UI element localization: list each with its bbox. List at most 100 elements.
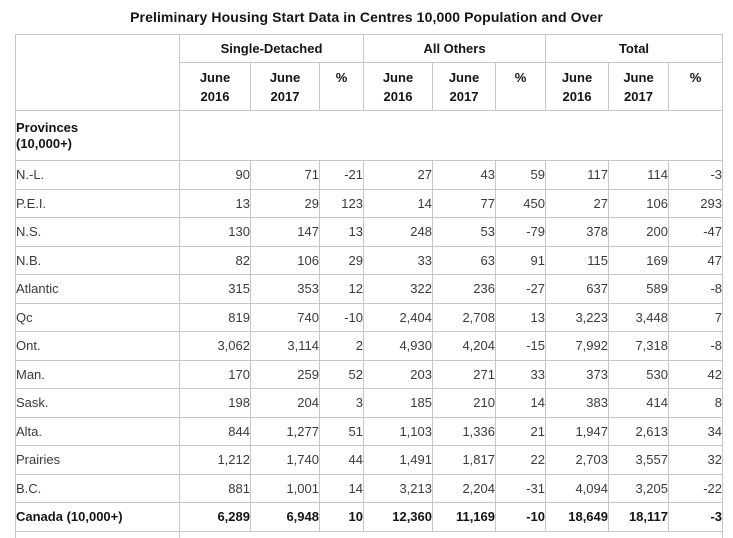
data-cell: -15 [495, 331, 546, 361]
data-cell: -8 [668, 331, 723, 361]
data-cell: 33 [363, 245, 433, 275]
column-group-header: Single-Detached [179, 34, 364, 63]
data-cell: 91 [495, 245, 546, 275]
data-cell: 1,277 [250, 416, 320, 446]
data-cell: 22 [495, 445, 546, 475]
data-cell: 3,557 [608, 445, 669, 475]
data-cell: 844 [179, 416, 251, 446]
data-cell: 589 [608, 274, 669, 304]
data-cell: -21 [319, 160, 364, 190]
data-cell: 21 [495, 416, 546, 446]
data-cell: 7 [668, 302, 723, 332]
totals-cell: -3 [668, 502, 723, 532]
data-cell: 740 [250, 302, 320, 332]
table-row: B.C. 881 1,001 14 3,213 2,204 -31 4,094 3,205 -22 [15, 473, 723, 503]
data-cell: 450 [495, 188, 546, 218]
table-row: Prairies 1,212 1,740 44 1,491 1,817 22 2,703 3,5… [15, 445, 723, 475]
data-cell: 378 [545, 217, 609, 247]
data-cell: 52 [319, 359, 364, 389]
table-row: N.B. 82 106 29 33 63 91 115 169 47 [15, 245, 723, 275]
data-cell: 1,491 [363, 445, 433, 475]
column-subheader: % [495, 62, 546, 111]
data-cell: 42 [668, 359, 723, 389]
cutoff-row [15, 530, 723, 538]
data-cell: 383 [545, 388, 609, 418]
row-label: N.S. [15, 217, 180, 247]
section-row-spacer [179, 110, 723, 161]
data-cell: 13 [319, 217, 364, 247]
data-cell: 8 [668, 388, 723, 418]
data-cell: 169 [608, 245, 669, 275]
column-subheader: June 2017 [608, 62, 669, 111]
data-cell: 2 [319, 331, 364, 361]
data-cell: 3 [319, 388, 364, 418]
data-cell: 106 [608, 188, 669, 218]
data-cell: 2,404 [363, 302, 433, 332]
data-cell: 819 [179, 302, 251, 332]
table-row: Sask. 198 204 3 185 210 14 383 414 8 [15, 388, 723, 418]
data-cell: 115 [545, 245, 609, 275]
data-cell: 7,992 [545, 331, 609, 361]
data-cell: 114 [608, 160, 669, 190]
data-cell: 1,001 [250, 473, 320, 503]
data-cell: 530 [608, 359, 669, 389]
table-row: Man. 170 259 52 203 271 33 373 530 42 [15, 359, 723, 389]
totals-cell: -10 [495, 502, 546, 532]
data-cell: 414 [608, 388, 669, 418]
table-body: Provinces (10,000+) N.-L. 90 71 -21 27 43 59 117… [15, 110, 723, 538]
data-cell: 106 [250, 245, 320, 275]
row-label: Qc [15, 302, 180, 332]
data-cell: 4,204 [432, 331, 496, 361]
totals-cell: 6,948 [250, 502, 320, 532]
table-row: P.E.I. 13 29 123 14 77 450 27 106 293 [15, 188, 723, 218]
data-cell: 1,947 [545, 416, 609, 446]
cutoff-row-label [15, 530, 180, 538]
data-cell: 47 [668, 245, 723, 275]
corner-cell [15, 34, 180, 111]
data-cell: 53 [432, 217, 496, 247]
data-cell: -47 [668, 217, 723, 247]
totals-cell: 18,117 [608, 502, 669, 532]
data-cell: -27 [495, 274, 546, 304]
data-cell: 32 [668, 445, 723, 475]
data-cell: 322 [363, 274, 433, 304]
data-cell: -3 [668, 160, 723, 190]
data-cell: 147 [250, 217, 320, 247]
totals-cell: 18,649 [545, 502, 609, 532]
housing-start-table: Single-Detached All Others Total June 2016… [15, 34, 723, 538]
section-row-label: Provinces (10,000+) [15, 110, 180, 161]
totals-cell: 6,289 [179, 502, 251, 532]
data-cell: -22 [668, 473, 723, 503]
data-cell: 90 [179, 160, 251, 190]
data-cell: 27 [363, 160, 433, 190]
row-label: Atlantic [15, 274, 180, 304]
data-cell: 170 [179, 359, 251, 389]
row-label: N.-L. [15, 160, 180, 190]
totals-row: Canada (10,000+) 6,289 6,948 10 12,360 11,169… [15, 502, 723, 532]
header-sub-row: June 2016 June 2017% June 2016 June 2017% Ju… [16, 62, 723, 111]
data-cell: -79 [495, 217, 546, 247]
data-cell: 14 [319, 473, 364, 503]
totals-row-label: Canada (10,000+) [15, 502, 180, 532]
data-cell: -10 [319, 302, 364, 332]
data-cell: 236 [432, 274, 496, 304]
column-subheader: June 2017 [250, 62, 320, 111]
data-cell: 1,103 [363, 416, 433, 446]
totals-cell: 11,169 [432, 502, 496, 532]
row-label: Ont. [15, 331, 180, 361]
data-cell: 3,223 [545, 302, 609, 332]
row-label: Sask. [15, 388, 180, 418]
row-label: Man. [15, 359, 180, 389]
table-row: Atlantic 315 353 12 322 236 -27 637 589 -8 [15, 274, 723, 304]
row-label: N.B. [15, 245, 180, 275]
table-row: N.S. 130 147 13 248 53 -79 378 200 -47 [15, 217, 723, 247]
data-cell: 117 [545, 160, 609, 190]
data-cell: 27 [545, 188, 609, 218]
data-cell: 637 [545, 274, 609, 304]
data-cell: 1,336 [432, 416, 496, 446]
data-cell: 185 [363, 388, 433, 418]
data-cell: 200 [608, 217, 669, 247]
data-cell: 29 [250, 188, 320, 218]
table-row: Qc 819 740 -10 2,404 2,708 13 3,223 3,448 7 [15, 302, 723, 332]
